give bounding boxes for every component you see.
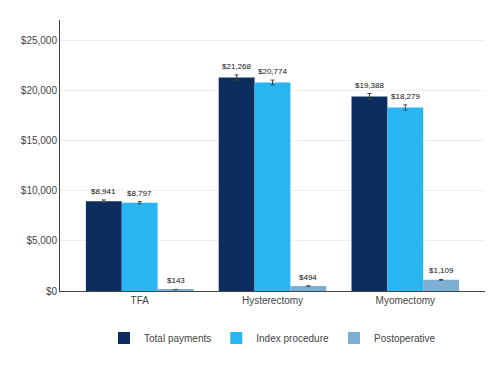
svg-text:$18,279: $18,279 (391, 92, 420, 101)
svg-text:$8,797: $8,797 (127, 189, 152, 198)
svg-text:Total payments: Total payments (144, 333, 211, 344)
svg-text:$5,000: $5,000 (26, 235, 57, 246)
svg-text:$0: $0 (46, 286, 58, 297)
svg-text:Myomectomy: Myomectomy (376, 295, 435, 306)
svg-text:$15,000: $15,000 (21, 135, 58, 146)
svg-text:$20,774: $20,774 (258, 67, 287, 76)
svg-text:Hysterectomy: Hysterectomy (242, 295, 303, 306)
svg-text:Index procedure: Index procedure (256, 333, 329, 344)
svg-text:$19,388: $19,388 (355, 81, 384, 90)
svg-text:$1,109: $1,109 (429, 266, 454, 275)
svg-text:$10,000: $10,000 (21, 185, 58, 196)
svg-text:$25,000: $25,000 (21, 35, 58, 46)
svg-text:Postoperative: Postoperative (374, 333, 436, 344)
svg-text:$8,941: $8,941 (91, 187, 116, 196)
svg-text:$20,000: $20,000 (21, 85, 58, 96)
svg-text:TFA: TFA (131, 295, 150, 306)
svg-text:$494: $494 (299, 273, 317, 282)
svg-text:$143: $143 (167, 276, 185, 285)
svg-text:$21,268: $21,268 (222, 62, 251, 71)
